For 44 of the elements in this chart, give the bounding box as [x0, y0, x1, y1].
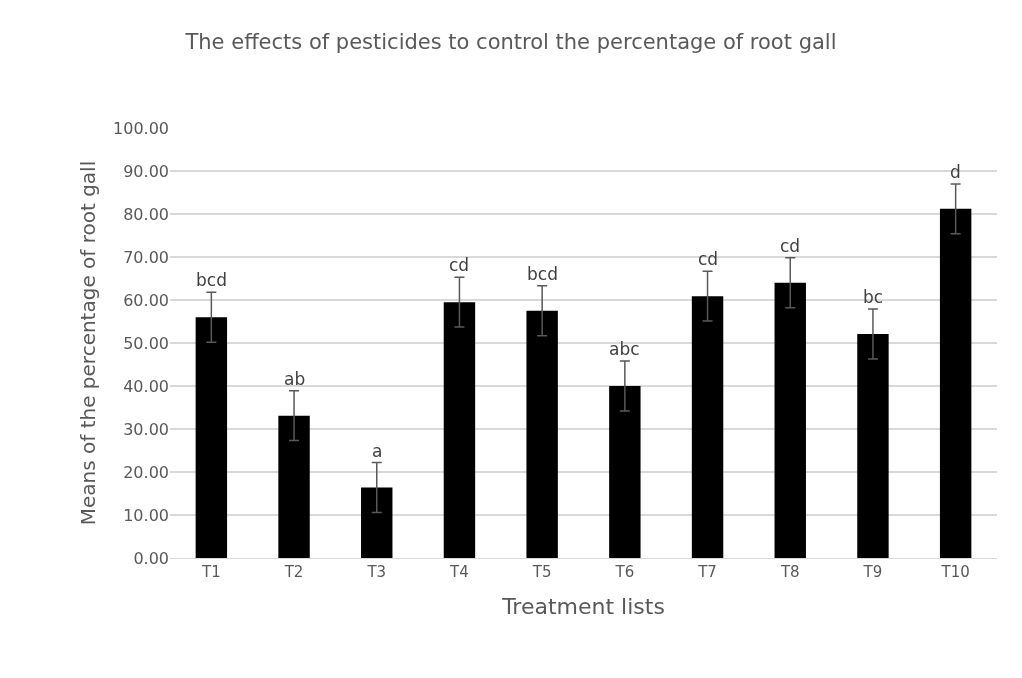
- y-tick-label: 80.00: [123, 204, 169, 224]
- annotation: abc: [609, 339, 640, 359]
- bar: [857, 333, 889, 558]
- bar: [195, 317, 228, 558]
- annotation: bcd: [196, 270, 227, 290]
- x-tick-label: T9: [862, 563, 883, 581]
- x-tick-label: T6: [614, 563, 635, 581]
- bar: [443, 302, 476, 558]
- bar: [691, 296, 724, 558]
- y-axis-title: Means of the percentage of root gall: [75, 160, 100, 526]
- x-tick-label: T5: [531, 563, 552, 581]
- bar: [278, 415, 310, 558]
- x-tick-label: T3: [366, 563, 387, 581]
- x-tick-label: T4: [449, 563, 469, 581]
- bar: [609, 386, 641, 558]
- bar: [526, 310, 558, 558]
- annotation: cd: [449, 255, 470, 275]
- annotation: a: [372, 441, 383, 461]
- annotation: bc: [863, 287, 884, 307]
- y-tick-label: 100.00: [113, 118, 169, 138]
- bar: [774, 282, 806, 558]
- bar: [939, 208, 972, 558]
- y-tick-label: 70.00: [123, 247, 169, 267]
- x-tick-label: T8: [779, 563, 800, 581]
- annotation: ab: [284, 369, 306, 389]
- annotation: bcd: [527, 264, 558, 284]
- x-tick-label: T7: [697, 563, 717, 581]
- x-axis-title: Treatment lists: [501, 593, 665, 619]
- x-tick-label: T2: [283, 563, 304, 581]
- y-tick-label: 60.00: [123, 290, 169, 310]
- bar: [361, 487, 393, 558]
- x-tick-label: T10: [940, 563, 970, 581]
- y-tick-label: 30.00: [123, 419, 169, 439]
- y-tick-label: 40.00: [123, 376, 169, 396]
- annotation: cd: [780, 236, 801, 256]
- y-tick-label: 10.00: [123, 505, 169, 525]
- y-tick-label: 90.00: [123, 161, 169, 181]
- y-tick-label: 20.00: [123, 462, 169, 482]
- chart-title: The effects of pesticides to control the percentage of root gall: [184, 29, 837, 54]
- annotation: d: [950, 162, 961, 182]
- x-tick-label: T1: [200, 563, 221, 581]
- y-tick-label: 0.00: [133, 548, 169, 568]
- y-tick-label: 50.00: [123, 333, 169, 353]
- annotation: cd: [698, 249, 719, 269]
